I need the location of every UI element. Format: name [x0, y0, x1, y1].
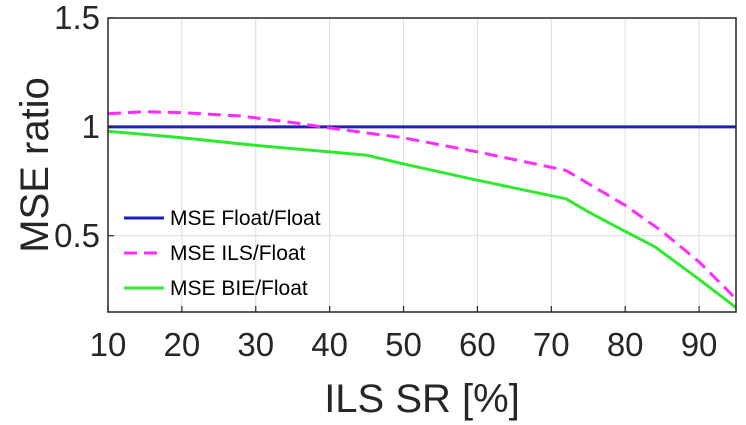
- x-axis-title: ILS SR [%]: [324, 377, 520, 421]
- series-lines: [107, 110, 738, 309]
- series-line-3: [107, 129, 737, 309]
- x-tick-label-1: 20: [164, 326, 201, 363]
- legend-label-1: MSE Float/Float: [170, 207, 321, 230]
- y-tick-labels: 0.5 1 1.5: [54, 0, 114, 254]
- y-tick-label-2: 1.5: [54, 0, 100, 36]
- series-line-2: [107, 110, 738, 300]
- y-tick-label-1: 1: [82, 108, 100, 145]
- y-tick-label-0: 0.5: [54, 217, 100, 254]
- plot-area: [108, 18, 736, 312]
- x-tick-label-4: 50: [385, 326, 422, 363]
- x-tick-labels: 10 20 30 40 50 60 70 80 90: [90, 306, 718, 363]
- x-tick-label-6: 70: [533, 326, 570, 363]
- legend-label-2: MSE ILS/Float: [170, 242, 306, 265]
- legend-label-3: MSE BIE/Float: [170, 277, 308, 300]
- x-tick-label-5: 60: [459, 326, 496, 363]
- y-axis-title: MSE ratio: [13, 77, 57, 253]
- x-tick-label-8: 90: [681, 326, 718, 363]
- legend: MSE Float/Float MSE ILS/Float MSE BIE/Floa…: [124, 207, 321, 300]
- x-tick-label-2: 30: [237, 326, 274, 363]
- x-tick-label-7: 80: [607, 326, 644, 363]
- x-tick-label-0: 10: [90, 326, 127, 363]
- plot-frame: [107, 17, 737, 313]
- x-tick-label-3: 40: [311, 326, 348, 363]
